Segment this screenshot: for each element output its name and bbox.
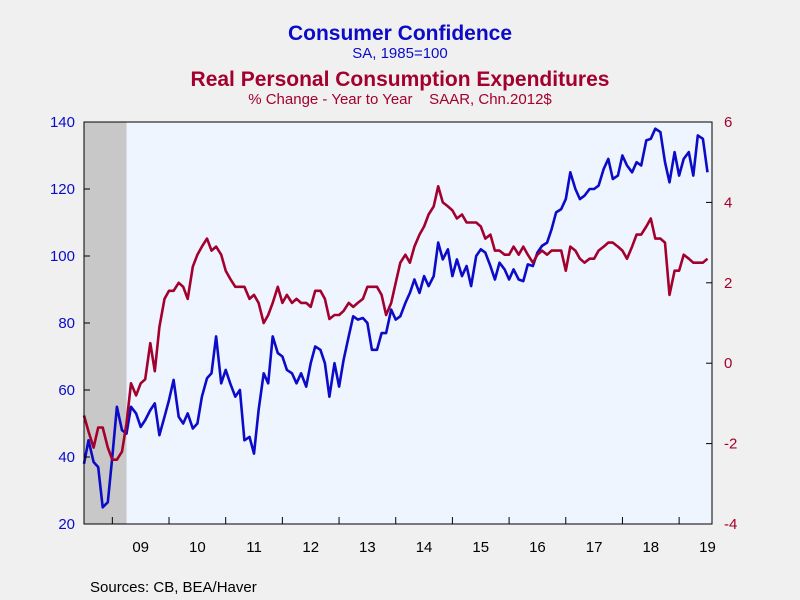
left-axis-tick-label: 80 [58, 315, 75, 332]
left-axis-tick-label: 60 [58, 382, 75, 399]
x-axis-tick-label: 19 [699, 539, 716, 556]
right-axis-tick-label: 2 [724, 275, 732, 292]
x-axis-tick-label: 18 [642, 539, 659, 556]
x-axis-tick-label: 09 [132, 539, 149, 556]
chart-title: Consumer Confidence [288, 22, 512, 45]
right-axis-tick-label: -2 [724, 436, 737, 453]
x-axis-tick-label: 12 [302, 539, 319, 556]
x-axis-tick-label: 10 [189, 539, 206, 556]
series-line-real-pce [82, 185, 709, 462]
series-line-consumer-confidence [82, 127, 709, 509]
right-axis-tick-label: 0 [724, 355, 732, 372]
right-axis-tick-label: 6 [724, 114, 732, 131]
x-axis-tick-label: 13 [359, 539, 376, 556]
x-axis-tick-label: 11 [246, 539, 262, 556]
x-axis-tick-label: 15 [472, 539, 489, 556]
series-layer [82, 127, 709, 509]
x-axis-tick-label: 14 [416, 539, 433, 556]
right-axis-tick-label: 4 [724, 194, 732, 211]
left-axis-tick-label: 120 [50, 181, 75, 198]
plot-area [84, 122, 712, 524]
left-axis-tick-label: 140 [50, 114, 75, 131]
left-axis-tick-label: 100 [50, 248, 75, 265]
axes-layer: 20 40 60 80 100 120 140 -4 -2 0 2 4 6 09 10 11 12 13 14 15 1… [50, 114, 737, 556]
sources-footnote: Sources: CB, BEA/Haver [90, 579, 257, 596]
left-axis-tick-label: 20 [58, 516, 75, 533]
x-axis-tick-label: 17 [586, 539, 603, 556]
chart-subtitle: SA, 1985=100 [352, 45, 448, 62]
recession-shading [84, 122, 127, 524]
left-axis-tick-label: 40 [58, 449, 75, 466]
secondary-subtitle: % Change - Year to Year SAAR, Chn.2012$ [248, 91, 552, 108]
x-axis-tick-label: 16 [529, 539, 546, 556]
right-axis-tick-label: -4 [724, 516, 737, 533]
secondary-title: Real Personal Consumption Expenditures [191, 68, 610, 91]
